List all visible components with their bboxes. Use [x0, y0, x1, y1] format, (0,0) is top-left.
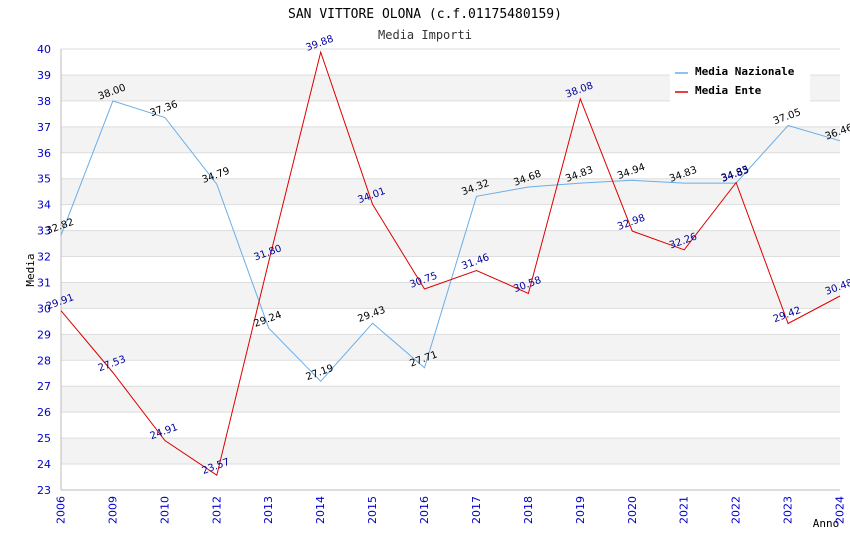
- legend-box: [670, 62, 810, 102]
- x-tick-label-2022: 2022: [730, 496, 743, 524]
- y-tick-label-38: 38: [37, 95, 51, 108]
- x-tick-label-2018: 2018: [522, 496, 535, 524]
- legend: Media Nazionale Media Ente: [670, 62, 810, 102]
- y-axis-label: Media: [24, 253, 37, 286]
- x-tick-label-2013: 2013: [262, 496, 275, 524]
- y-tick-label-39: 39: [37, 69, 51, 82]
- x-tick-label-2015: 2015: [366, 496, 379, 524]
- y-tick-label-37: 37: [37, 121, 51, 134]
- x-tick-label-2009: 2009: [106, 496, 119, 524]
- chart-title: SAN VITTORE OLONA (c.f.01175480159): [288, 7, 562, 22]
- band-32: [61, 230, 840, 257]
- plot-background-bands: [61, 49, 840, 490]
- band-37: [61, 100, 840, 127]
- y-tick-label-33: 33: [37, 225, 51, 238]
- band-33: [61, 204, 840, 231]
- y-tick-label-30: 30: [37, 302, 51, 315]
- x-tick-label-2016: 2016: [418, 496, 431, 524]
- band-24: [61, 438, 840, 465]
- band-31: [61, 256, 840, 283]
- x-tick-label-2012: 2012: [210, 496, 223, 524]
- y-tick-label-34: 34: [37, 199, 51, 212]
- band-36: [61, 126, 840, 153]
- band-25: [61, 412, 840, 439]
- x-tick-label-2010: 2010: [158, 496, 171, 524]
- series-lines: [60, 50, 841, 477]
- band-28: [61, 334, 840, 361]
- x-tick-label-2021: 2021: [678, 496, 691, 524]
- y-tick-label-31: 31: [37, 276, 51, 289]
- x-tick-label-2023: 2023: [782, 496, 795, 524]
- axes: [60, 49, 840, 491]
- y-tick-label-32: 32: [37, 251, 51, 264]
- x-tick-label-2006: 2006: [55, 496, 68, 524]
- series-line-media-ente: [60, 50, 841, 477]
- y-tick-label-35: 35: [37, 173, 51, 186]
- x-tick-label-2017: 2017: [470, 496, 483, 524]
- y-tick-label-28: 28: [37, 354, 51, 367]
- x-axis-label: Anno: [813, 517, 840, 530]
- x-tick-labels: 2006 2009 2010 2012 2013 2014 2015 2016 2017 2018…: [55, 496, 847, 524]
- x-tick-label-2019: 2019: [574, 496, 587, 524]
- legend-label-media-nazionale: Media Nazionale: [695, 65, 795, 78]
- y-tick-label-23: 23: [37, 484, 51, 497]
- band-29: [61, 308, 840, 335]
- y-tick-label-26: 26: [37, 406, 51, 419]
- band-30: [61, 282, 840, 309]
- x-tick-label-2024: 2024: [834, 496, 847, 524]
- band-23: [61, 464, 840, 490]
- y-tick-label-25: 25: [37, 432, 51, 445]
- x-tick-label-2014: 2014: [314, 496, 327, 524]
- band-35: [61, 152, 840, 179]
- y-tick-label-27: 27: [37, 380, 51, 393]
- legend-label-media-ente: Media Ente: [695, 84, 762, 97]
- y-tick-label-29: 29: [37, 328, 51, 341]
- series-line-media-nazionale: [60, 100, 841, 383]
- y-tick-labels: 23 24 25 26 27 28 29 30 31 32 33 34 35 36 37 38 39 40: [37, 43, 51, 497]
- x-tick-label-2020: 2020: [626, 496, 639, 524]
- chart-subtitle: Media Importi: [378, 28, 472, 42]
- y-tick-label-24: 24: [37, 458, 51, 471]
- band-26: [61, 386, 840, 413]
- band-27: [61, 360, 840, 387]
- y-tick-label-40: 40: [37, 43, 51, 56]
- y-tick-label-36: 36: [37, 147, 51, 160]
